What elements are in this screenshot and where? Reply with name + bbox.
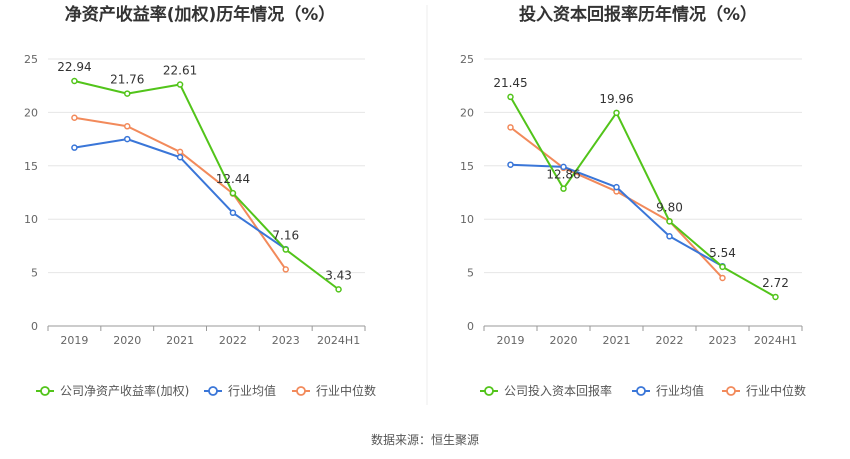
y-tick-label: 5 — [467, 267, 474, 280]
data-label: 21.76 — [110, 73, 144, 87]
legend-swatch-marker — [296, 386, 306, 396]
data-point-company — [335, 286, 342, 293]
legend-swatch-marker — [636, 386, 646, 396]
series-line-company — [509, 96, 776, 298]
legend-swatch-marker — [40, 386, 50, 396]
x-tick-label: 2020 — [550, 334, 578, 347]
x-tick-label: 2019 — [60, 334, 88, 347]
data-label: 2.72 — [762, 276, 789, 290]
data-point-industry-avg — [71, 144, 78, 151]
data-point-company — [613, 109, 620, 117]
y-tick-label: 20 — [24, 106, 38, 119]
series-line-industry-median — [509, 126, 724, 279]
x-tick-label: 2021 — [603, 334, 631, 347]
data-point-industry-avg — [229, 209, 237, 217]
legend-swatch-marker — [726, 386, 736, 396]
data-label: 22.94 — [57, 60, 91, 74]
legend-label: 公司净资产收益率(加权) — [60, 383, 189, 398]
data-label: 7.16 — [272, 229, 299, 243]
roic-chart-title: 投入资本回报率历年情况（%） — [519, 4, 757, 25]
data-label: 19.96 — [599, 92, 633, 106]
roic-chart: 投入资本回报率历年情况（%） 0 5 10 15 20 25 2019 2020 2021 202… — [460, 4, 806, 398]
y-tick-label: 15 — [24, 160, 38, 173]
y-tick-label: 10 — [24, 213, 38, 226]
data-point-industry-median — [507, 124, 514, 131]
series-line-industry-avg — [510, 163, 723, 268]
data-point-industry-median — [124, 123, 131, 130]
y-tick-label: 15 — [460, 160, 474, 173]
data-point-industry-avg — [124, 135, 131, 143]
y-tick-label: 25 — [24, 53, 38, 66]
data-point-industry-median — [176, 148, 184, 156]
y-tick-label: 10 — [460, 213, 474, 226]
data-point-industry-median — [71, 114, 78, 121]
data-point-industry-avg — [613, 183, 620, 191]
x-tick-label: 2023 — [272, 334, 300, 347]
y-tick-label: 0 — [467, 320, 474, 333]
data-point-company — [772, 293, 779, 301]
x-tick-label: 2024H1 — [317, 334, 360, 347]
y-tick-label: 25 — [460, 53, 474, 66]
roe-chart: 净资产收益率(加权)历年情况（%） 0 5 10 15 20 25 2019 2020 2021… — [24, 4, 376, 398]
roe-chart-title: 净资产收益率(加权)历年情况（%） — [65, 4, 336, 25]
data-point-company — [719, 263, 726, 271]
y-tick-label: 20 — [460, 106, 474, 119]
data-point-industry-avg — [666, 233, 673, 240]
legend-label: 公司投入资本回报率 — [504, 383, 612, 398]
data-label: 5.54 — [709, 246, 736, 260]
legend-label: 行业均值 — [656, 383, 704, 398]
legend-swatch-marker — [484, 386, 494, 396]
x-tick-label: 2020 — [113, 334, 141, 347]
legend-swatch-marker — [208, 386, 218, 396]
data-label: 12.44 — [216, 172, 250, 186]
data-point-company — [666, 218, 673, 225]
x-tick-label: 2022 — [656, 334, 684, 347]
y-tick-label: 5 — [31, 267, 38, 280]
data-point-industry-median — [719, 274, 726, 282]
data-point-company — [229, 189, 237, 197]
legend-label: 行业中位数 — [316, 383, 376, 398]
x-tick-label: 2024H1 — [754, 334, 797, 347]
x-tick-label: 2019 — [497, 334, 525, 347]
series-line-industry-median — [74, 116, 287, 270]
x-tick-label: 2023 — [709, 334, 737, 347]
data-point-company — [560, 185, 567, 192]
x-tick-label: 2021 — [166, 334, 194, 347]
data-point-industry-avg — [507, 161, 514, 168]
data-label: 12.86 — [546, 168, 580, 182]
legend-label: 行业均值 — [228, 383, 276, 398]
data-point-industry-avg — [176, 154, 184, 161]
data-point-company — [282, 246, 289, 253]
data-point-company — [176, 81, 184, 88]
series-line-company — [74, 80, 340, 291]
data-label: 22.61 — [163, 64, 197, 78]
x-tick-label: 2022 — [219, 334, 247, 347]
data-point-industry-median — [282, 266, 289, 273]
data-label: 9.80 — [656, 200, 683, 214]
data-label: 3.43 — [325, 268, 352, 282]
data-point-company — [71, 77, 78, 85]
y-tick-label: 0 — [31, 320, 38, 333]
data-point-industry-avg — [560, 163, 567, 171]
data-point-company — [507, 93, 514, 101]
data-point-company — [124, 90, 131, 97]
legend-label: 行业中位数 — [746, 383, 806, 398]
data-label: 21.45 — [493, 76, 527, 90]
data-source-note: 数据来源：恒生聚源 — [371, 432, 479, 447]
